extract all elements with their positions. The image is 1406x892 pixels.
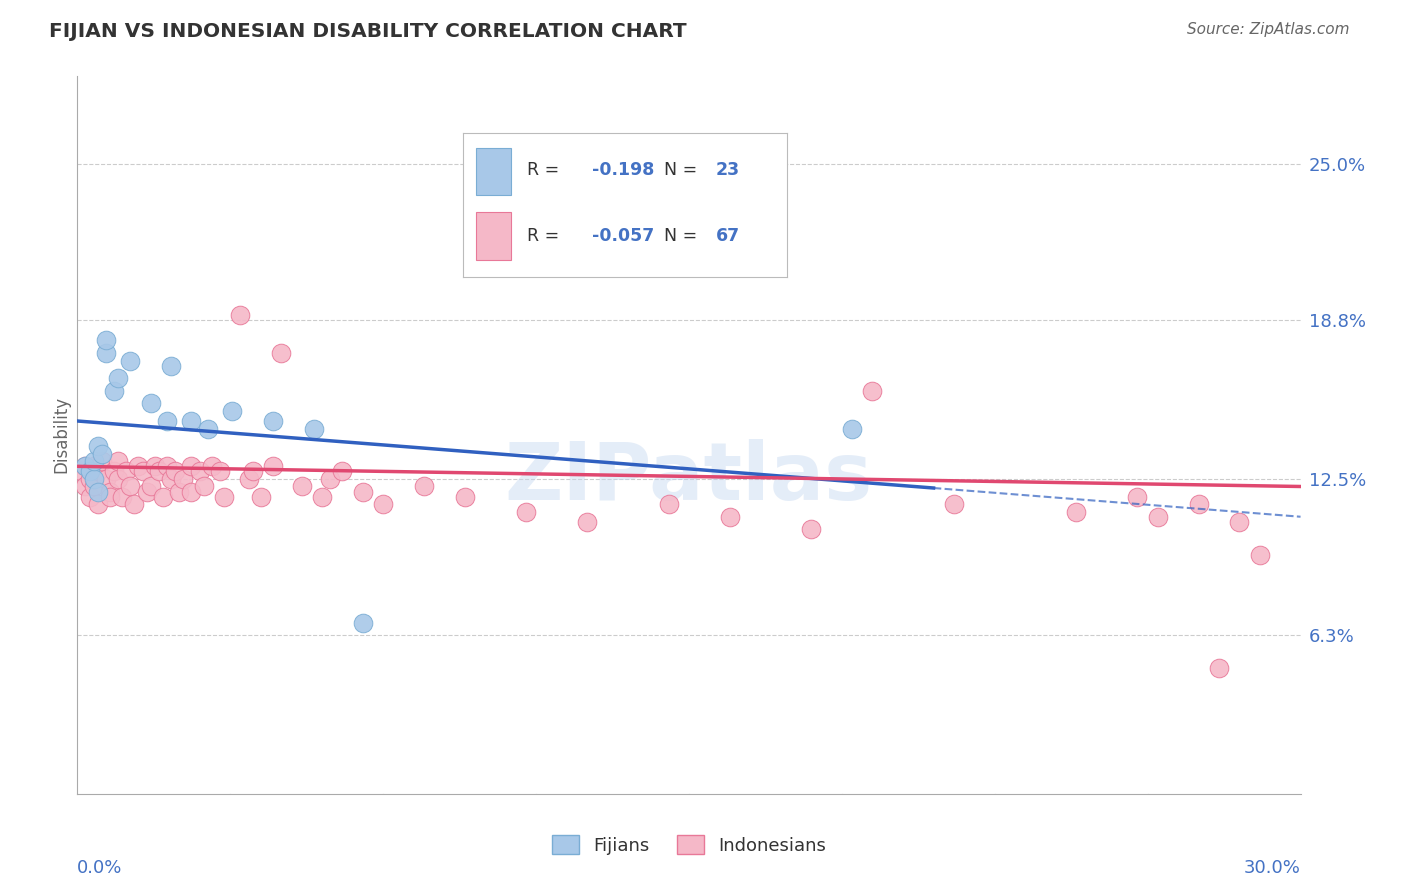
Point (208, 464, 231, 478)
Point (131, 464, 153, 478)
Text: Source: ZipAtlas.com: Source: ZipAtlas.com (1187, 22, 1350, 37)
Point (139, 479, 162, 493)
Point (148, 464, 170, 478)
Point (302, 421, 325, 435)
Point (103, 464, 125, 478)
Point (188, 464, 211, 478)
Text: ZIPatlas: ZIPatlas (505, 439, 873, 517)
Point (197, 421, 219, 435)
Point (107, 371, 129, 385)
Point (124, 497, 146, 511)
Point (87, 484, 110, 499)
Point (160, 472, 183, 486)
Point (1147, 509, 1170, 524)
Point (352, 484, 374, 499)
Point (332, 464, 354, 478)
Point (107, 472, 129, 486)
Point (120, 479, 142, 493)
Point (70, 464, 93, 478)
Point (87, 464, 110, 478)
Point (1187, 497, 1209, 511)
Point (75, 459, 97, 474)
Point (193, 479, 215, 493)
Point (152, 490, 174, 504)
Text: 30.0%: 30.0% (1244, 859, 1301, 878)
Point (83, 454, 105, 468)
Point (800, 522, 823, 536)
Point (212, 490, 235, 504)
Point (942, 497, 965, 511)
Point (172, 472, 194, 486)
Point (453, 490, 475, 504)
Point (841, 421, 863, 435)
Point (862, 384, 884, 398)
Point (90, 454, 112, 468)
Point (242, 464, 264, 478)
Point (83, 472, 105, 486)
Point (75, 479, 97, 493)
Y-axis label: Disability: Disability (52, 396, 70, 474)
Point (718, 509, 741, 524)
Point (180, 414, 202, 428)
Point (94, 346, 117, 360)
Point (1249, 548, 1271, 562)
Point (139, 396, 162, 410)
Point (319, 472, 342, 486)
Point (156, 459, 179, 474)
Point (156, 414, 179, 428)
Point (1126, 490, 1149, 504)
Point (79, 472, 101, 486)
Point (135, 484, 157, 499)
Point (83, 479, 105, 493)
Point (79, 490, 101, 504)
Point (576, 515, 599, 529)
Point (107, 454, 129, 468)
Point (180, 459, 202, 474)
Point (658, 497, 681, 511)
Point (352, 615, 374, 630)
Point (120, 353, 142, 368)
Point (290, 479, 312, 493)
Point (413, 479, 436, 493)
Legend: Fijians, Indonesians: Fijians, Indonesians (543, 826, 835, 863)
Point (83, 459, 105, 474)
Point (1208, 661, 1230, 675)
Point (169, 484, 191, 499)
Point (1229, 515, 1251, 529)
Point (229, 308, 252, 322)
Point (311, 490, 333, 504)
Point (221, 404, 243, 418)
Point (94, 472, 117, 486)
Text: FIJIAN VS INDONESIAN DISABILITY CORRELATION CHART: FIJIAN VS INDONESIAN DISABILITY CORRELAT… (49, 22, 688, 41)
Point (262, 459, 284, 474)
Point (1066, 505, 1088, 519)
Point (515, 505, 537, 519)
Point (111, 490, 134, 504)
Point (127, 459, 149, 474)
Point (98, 490, 121, 504)
Text: 0.0%: 0.0% (77, 859, 122, 878)
Point (90, 447, 112, 461)
Point (87, 497, 110, 511)
Point (262, 414, 284, 428)
Point (180, 484, 202, 499)
Point (250, 490, 273, 504)
Point (160, 359, 183, 373)
Point (270, 346, 292, 360)
Point (165, 464, 187, 478)
Point (75, 459, 97, 474)
Point (115, 464, 138, 478)
Point (658, 207, 681, 221)
Point (79, 464, 101, 478)
Point (238, 472, 260, 486)
Point (371, 497, 394, 511)
Point (87, 439, 110, 453)
Point (103, 384, 125, 398)
Point (201, 459, 224, 474)
Point (143, 459, 166, 474)
Point (94, 334, 117, 348)
Point (98, 484, 121, 499)
